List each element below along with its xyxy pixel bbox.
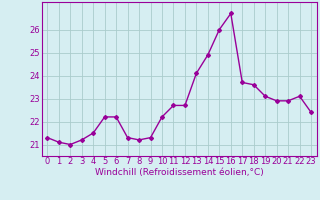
X-axis label: Windchill (Refroidissement éolien,°C): Windchill (Refroidissement éolien,°C) [95,168,264,177]
